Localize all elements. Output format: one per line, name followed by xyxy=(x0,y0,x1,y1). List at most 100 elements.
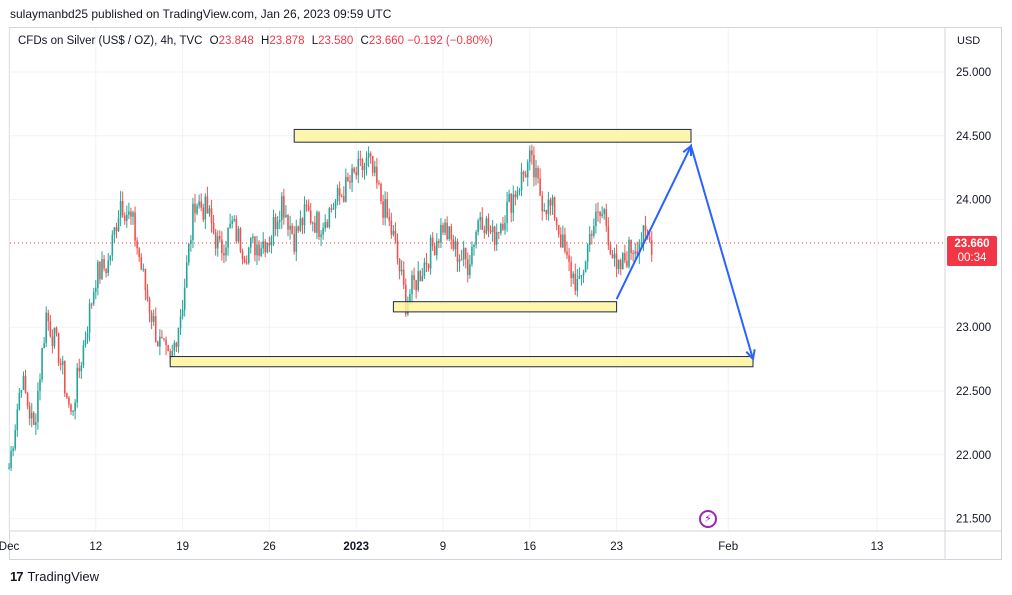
candle-body xyxy=(630,239,632,253)
candle-body xyxy=(289,225,291,230)
candle-body xyxy=(473,244,475,247)
candle-body xyxy=(380,183,382,202)
legend-change: −0.192 (−0.80%) xyxy=(407,35,493,47)
candle-body xyxy=(159,336,161,347)
candle-body xyxy=(537,167,539,179)
candle-body xyxy=(487,218,490,231)
candle-body xyxy=(200,201,202,208)
y-tick-label: 22.500 xyxy=(956,386,991,398)
candle-body xyxy=(560,234,562,248)
currency-label[interactable]: USD xyxy=(957,35,981,47)
candle-body xyxy=(469,264,471,276)
candle-body xyxy=(549,199,552,206)
y-tick-label: 22.000 xyxy=(956,450,991,462)
candle-body xyxy=(357,158,360,176)
candle-body xyxy=(624,253,626,261)
candle-body xyxy=(458,259,461,262)
candle-body xyxy=(508,193,510,202)
candle-body xyxy=(274,216,277,229)
candle-body xyxy=(578,275,581,279)
x-tick-label: 2023 xyxy=(343,541,369,553)
candle-body xyxy=(622,253,624,270)
candle-body xyxy=(394,230,397,241)
candle-body xyxy=(146,290,149,300)
candle-body xyxy=(183,287,186,310)
candle-body xyxy=(593,226,595,236)
candle-body xyxy=(483,229,486,234)
candle-body xyxy=(365,157,368,166)
candle-body xyxy=(597,211,599,213)
candle-body xyxy=(278,219,281,222)
candle-body xyxy=(351,168,353,183)
candle-body xyxy=(45,312,47,344)
zone-resistance xyxy=(293,128,692,143)
candle-body xyxy=(613,253,616,259)
candle-body xyxy=(531,150,533,156)
candle-body xyxy=(115,227,118,232)
candle-body xyxy=(462,248,465,260)
candle-body xyxy=(516,191,519,198)
tradingview-footer[interactable]: 17 TradingView xyxy=(10,569,99,584)
candle-body xyxy=(535,167,537,178)
candle-body xyxy=(260,248,262,256)
candle-body xyxy=(57,333,60,364)
x-tick-label: 12 xyxy=(89,541,102,553)
candle-body xyxy=(192,203,194,241)
candle-body xyxy=(334,201,337,209)
candle-body xyxy=(299,218,302,231)
candle-body xyxy=(264,241,267,253)
candle-body xyxy=(611,254,614,259)
candle-body xyxy=(378,183,380,185)
candle-body xyxy=(390,220,393,235)
candle-body xyxy=(208,208,211,214)
candle-body xyxy=(398,259,401,272)
candle-body xyxy=(562,234,564,248)
candle-body xyxy=(117,217,120,232)
candle-body xyxy=(642,225,645,243)
candle-body xyxy=(138,248,140,258)
candle-body xyxy=(605,209,608,227)
candle-body xyxy=(136,240,138,249)
bar-countdown: 00:34 xyxy=(957,252,987,264)
y-tick-label: 21.500 xyxy=(956,514,991,526)
y-tick-label: 24.500 xyxy=(956,131,991,143)
candle-body xyxy=(452,239,455,250)
candle-body xyxy=(113,227,116,235)
candle-body xyxy=(305,204,308,207)
candle-body xyxy=(84,339,87,346)
candle-body xyxy=(206,196,209,214)
legend-low-key: L xyxy=(311,35,319,47)
candle-body xyxy=(103,258,105,269)
candle-body xyxy=(80,365,83,372)
candle-body xyxy=(413,275,415,281)
candle-body xyxy=(8,467,10,469)
candle-body xyxy=(301,218,304,226)
candle-body xyxy=(448,226,450,240)
candle-body xyxy=(30,412,33,419)
candle-body xyxy=(320,234,322,237)
candle-body xyxy=(55,327,58,334)
candle-body xyxy=(229,223,231,228)
projection-arrowhead-down xyxy=(745,349,756,362)
candle-body xyxy=(72,410,74,412)
candle-body xyxy=(231,220,233,224)
candle-body xyxy=(74,402,76,411)
candle-body xyxy=(324,222,326,229)
event-bolt-icon[interactable]: ⚡ xyxy=(699,510,717,528)
candle-body xyxy=(359,158,362,160)
candle-body xyxy=(111,234,114,256)
legend-close: 23.660 xyxy=(368,35,405,47)
candle-body xyxy=(281,196,283,220)
candle-body xyxy=(254,236,256,256)
candle-body xyxy=(175,342,178,347)
candle-body xyxy=(607,226,610,246)
candle-body xyxy=(349,180,351,183)
candle-body xyxy=(417,271,419,291)
candle-body xyxy=(86,332,89,340)
candle-body xyxy=(421,276,424,282)
candle-body xyxy=(99,262,101,280)
candle-body xyxy=(603,209,605,214)
candle-body xyxy=(543,209,546,212)
candle-body xyxy=(70,404,72,412)
